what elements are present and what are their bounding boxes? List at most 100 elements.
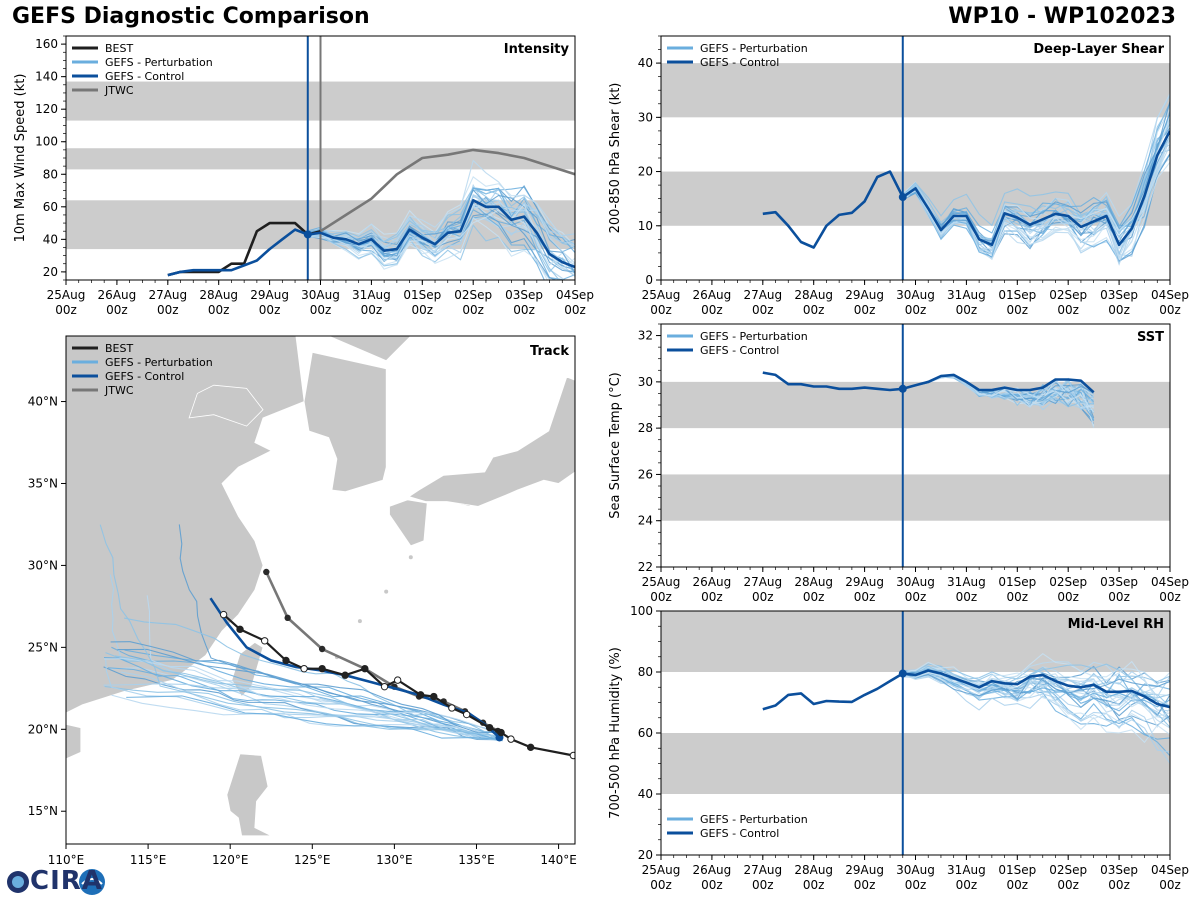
best-track-point	[462, 710, 471, 719]
x-tick-label: 29Aug	[845, 575, 884, 589]
perturbation-member-line	[902, 673, 1170, 707]
x-tick-label: 02Sep	[454, 288, 492, 302]
legend-entry: GEFS - Control	[700, 56, 779, 69]
x-tick-label: 25Aug	[642, 863, 681, 877]
y-tick-label: 140	[35, 70, 58, 84]
cira-logo-text: CIRA	[30, 866, 103, 896]
y-tick-label: 32	[638, 329, 653, 343]
land-bohai	[188, 384, 264, 427]
lon-tick-label: 135°E	[458, 853, 495, 867]
x-tick-label: 00z	[752, 878, 774, 892]
x-tick-label: 00z	[650, 303, 672, 317]
perturbation-member-line	[307, 186, 560, 280]
jtwc-track-point	[284, 614, 291, 622]
best-track-point	[526, 743, 535, 752]
x-tick-label: 29Aug	[250, 288, 289, 302]
legend-entry: GEFS - Perturbation	[105, 56, 213, 69]
plot-area	[661, 36, 1170, 280]
y-tick-label: 100	[35, 135, 58, 149]
plot-area	[661, 324, 1170, 567]
x-tick-label: 00z	[956, 878, 978, 892]
x-tick-label: 00z	[157, 303, 179, 317]
sst-panel: 22242628303225Aug00z26Aug00z27Aug00z28Au…	[608, 323, 1189, 604]
x-tick-label: 26Aug	[693, 863, 732, 877]
land-island	[384, 589, 389, 594]
threshold-band	[661, 611, 1170, 672]
lat-tick-label: 30°N	[28, 558, 58, 572]
figure-title: GEFS Diagnostic Comparison	[12, 4, 370, 29]
x-tick-label: 03Sep	[1100, 863, 1138, 877]
rh-panel: 2040608010025Aug00z26Aug00z27Aug00z28Aug…	[608, 604, 1189, 892]
y-tick-label: 0	[645, 273, 653, 287]
x-tick-label: 00z	[55, 303, 77, 317]
lat-tick-label: 40°N	[28, 395, 58, 409]
land-hainan	[66, 723, 82, 760]
x-tick-label: 00z	[564, 303, 586, 317]
x-tick-label: 00z	[701, 590, 723, 604]
perturbation-track	[103, 683, 496, 741]
y-tick-label: 80	[638, 665, 653, 679]
perturbation-member-line	[902, 145, 1170, 250]
x-tick-label: 27Aug	[743, 288, 782, 302]
legend-entry: GEFS - Perturbation	[700, 330, 808, 343]
best-track-point	[507, 735, 515, 743]
y-tick-label: 22	[638, 560, 653, 574]
x-tick-label: 01Sep	[403, 288, 441, 302]
x-tick-label: 03Sep	[1100, 288, 1138, 302]
land-kyushu	[389, 499, 428, 547]
lon-tick-label: 120°E	[212, 853, 249, 867]
lon-tick-label: 125°E	[294, 853, 331, 867]
x-tick-label: 00z	[956, 590, 978, 604]
legend-entry: GEFS - Perturbation	[700, 42, 808, 55]
land-island	[357, 619, 362, 624]
best-track-point	[497, 728, 505, 737]
x-tick-label: 00z	[1159, 590, 1181, 604]
x-tick-label: 28Aug	[794, 288, 833, 302]
x-tick-label: 00z	[106, 303, 128, 317]
y-tick-label: 24	[638, 514, 653, 528]
best-track-point	[260, 637, 269, 645]
x-tick-label: 00z	[1108, 878, 1130, 892]
x-tick-label: 00z	[752, 590, 774, 604]
legend-entry: JTWC	[104, 384, 134, 397]
perturbation-member-line	[902, 118, 1170, 258]
x-tick-label: 28Aug	[199, 288, 238, 302]
plot-area	[66, 36, 575, 280]
x-tick-label: 00z	[361, 303, 383, 317]
lon-tick-label: 140°E	[540, 853, 577, 867]
perturbation-track	[124, 649, 499, 734]
panel-title: Intensity	[504, 42, 570, 57]
x-tick-label: 00z	[1159, 878, 1181, 892]
land-northeast	[66, 336, 412, 362]
x-tick-label: 01Sep	[998, 863, 1036, 877]
lon-tick-label: 110°E	[48, 853, 85, 867]
best-track-point	[380, 682, 389, 691]
land-honshu	[408, 376, 575, 507]
x-tick-label: 26Aug	[98, 288, 137, 302]
lat-tick-label: 15°N	[28, 804, 58, 818]
legend-entry: GEFS - Perturbation	[700, 813, 808, 826]
x-tick-label: 29Aug	[845, 288, 884, 302]
threshold-band	[661, 733, 1170, 794]
x-tick-label: 00z	[803, 878, 825, 892]
shear-panel: 01020304025Aug00z26Aug00z27Aug00z28Aug00…	[608, 35, 1189, 317]
x-tick-label: 00z	[462, 303, 484, 317]
y-tick-label: 28	[638, 421, 653, 435]
land-island	[408, 555, 413, 560]
jtwc-track-point	[263, 568, 270, 576]
track-panel: 110°E 115°E 120°E 125°E 130°E 135°E 140°E 15°N 2…	[28, 335, 577, 867]
x-tick-label: 00z	[905, 878, 927, 892]
lat-tick-label: 35°N	[28, 476, 58, 490]
y-tick-label: 100	[630, 604, 653, 618]
control-init-marker	[898, 384, 907, 393]
legend-entry: GEFS - Control	[700, 827, 779, 840]
perturbation-track	[107, 667, 500, 741]
x-tick-label: 01Sep	[998, 288, 1036, 302]
x-tick-label: 00z	[905, 303, 927, 317]
x-tick-label: 00z	[208, 303, 230, 317]
best-line	[167, 221, 321, 277]
x-tick-label: 00z	[1007, 590, 1029, 604]
best-track-point	[236, 625, 244, 634]
x-tick-label: 00z	[1159, 303, 1181, 317]
